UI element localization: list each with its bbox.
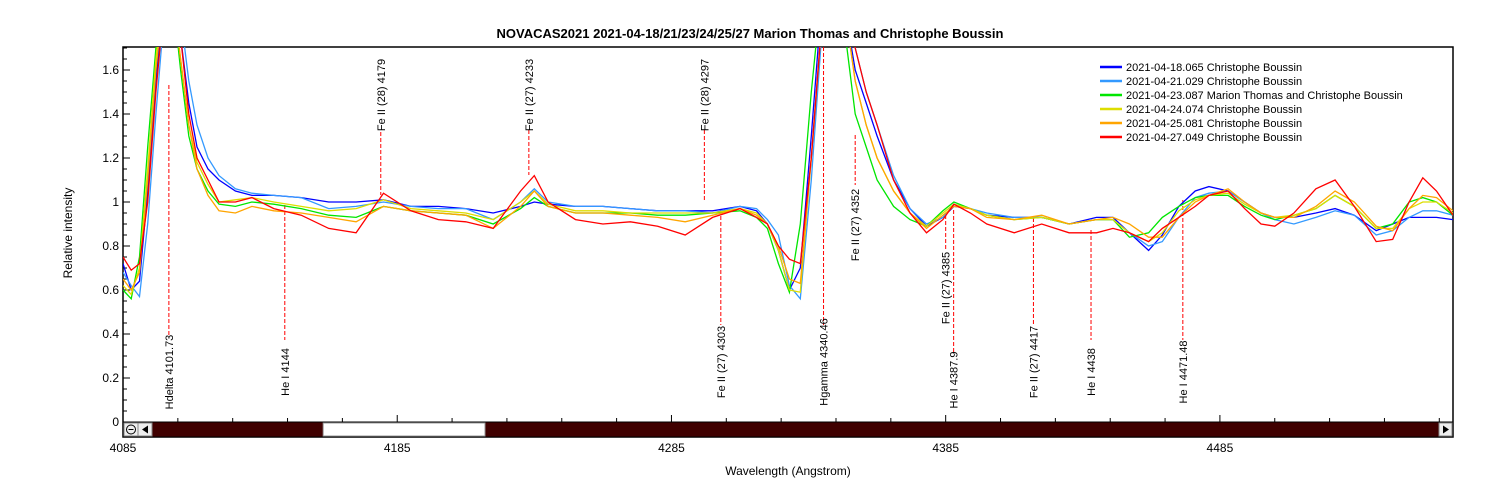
annotation-label: He I 4471.48 xyxy=(1178,341,1190,404)
annotation-label: Hgamma 4340.46 xyxy=(819,318,831,405)
y-tick-label: 1.4 xyxy=(102,107,119,121)
annotation-label: Fe II (27) 4417 xyxy=(1028,326,1040,398)
annotation-label: He I 4144 xyxy=(280,348,292,396)
legend-entry: 2021-04-25.081 Christophe Boussin xyxy=(1126,118,1302,130)
plot-area xyxy=(122,46,1454,438)
y-tick-label: 1.6 xyxy=(102,63,119,77)
annotation-label: Fe II (27) 4303 xyxy=(716,326,728,398)
y-tick-label: 1.2 xyxy=(102,151,119,165)
series-line-3 xyxy=(123,47,1453,301)
annotation-label: Fe II (27) 4385 xyxy=(941,252,953,324)
series-line-6 xyxy=(123,47,1453,272)
arrow-right-icon xyxy=(1443,425,1449,434)
x-tick-label: 4285 xyxy=(658,441,685,455)
annotation-label: Fe II (27) 4352 xyxy=(850,189,862,261)
y-tick-label: 0 xyxy=(112,415,119,429)
y-axis-label: Relative intensity xyxy=(61,188,75,279)
legend-entry: 2021-04-23.087 Marion Thomas and Christo… xyxy=(1126,90,1403,102)
line-annotations: Hdelta 4101.73 He I 4144 Fe II (28) 4179 Fe… xyxy=(164,47,1190,409)
arrow-left-icon xyxy=(142,425,148,434)
annotation-label: Fe II (28) 4297 xyxy=(699,59,711,131)
x-tick-label: 4185 xyxy=(384,441,411,455)
x-tick-label: 4085 xyxy=(110,441,137,455)
series-line-2 xyxy=(123,47,1453,301)
legend: 2021-04-18.065 Christophe Boussin 2021-04… xyxy=(1100,62,1403,144)
y-tick-label: 0.6 xyxy=(102,283,119,297)
y-tick-label: 0.4 xyxy=(102,327,119,341)
y-tick-label: 1 xyxy=(112,195,119,209)
x-axis-label: Wavelength (Angstrom) xyxy=(725,464,851,478)
wavelength-scrollbar[interactable] xyxy=(122,421,1454,438)
annotation-label: He I 4438 xyxy=(1086,348,1098,396)
zoom-out-icon xyxy=(126,424,136,435)
legend-entry: 2021-04-27.049 Christophe Boussin xyxy=(1126,132,1302,144)
annotation-label: Fe II (28) 4179 xyxy=(376,59,388,131)
legend-entry: 2021-04-18.065 Christophe Boussin xyxy=(1126,62,1302,74)
scrollbar-thumb[interactable] xyxy=(322,422,486,437)
x-tick-label: 4485 xyxy=(1207,441,1234,455)
y-tick-label: 0.8 xyxy=(102,239,119,253)
annotation-label: He I 4387.9 xyxy=(949,352,961,409)
x-axis: 4085 4185 4285 4385 4485 xyxy=(110,415,1440,455)
annotation-label: Fe II (27) 4233 xyxy=(524,59,536,131)
chart-title: NOVACAS2021 2021-04-18/21/23/24/25/27 Ma… xyxy=(497,26,1004,41)
annotation-label: Hdelta 4101.73 xyxy=(164,335,176,410)
legend-entry: 2021-04-21.029 Christophe Boussin xyxy=(1126,76,1302,88)
x-tick-label: 4385 xyxy=(932,441,959,455)
legend-entry: 2021-04-24.074 Christophe Boussin xyxy=(1126,104,1302,116)
scrollbar-track[interactable] xyxy=(122,421,1454,438)
series-lines xyxy=(123,47,1453,301)
y-tick-label: 0.2 xyxy=(102,371,119,385)
y-axis: 0 0.2 0.4 0.6 0.8 1 1.2 1.4 1.6 xyxy=(102,47,130,429)
